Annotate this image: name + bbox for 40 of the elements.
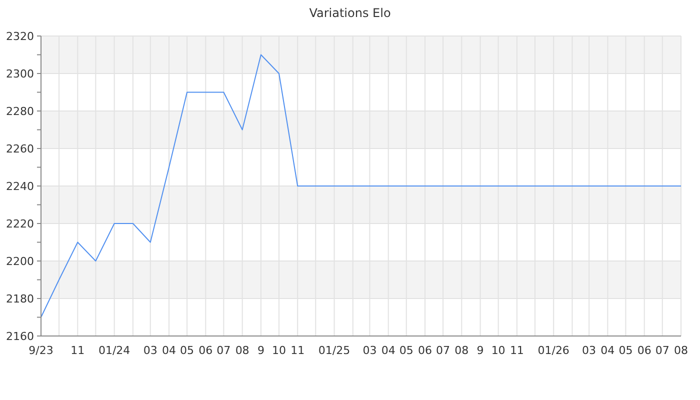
x-tick-label: 05 bbox=[180, 344, 194, 357]
x-tick-label: 01/24 bbox=[98, 344, 130, 357]
x-tick-label: 07 bbox=[216, 344, 231, 357]
x-tick-label: 11 bbox=[290, 344, 305, 357]
x-tick-label: 05 bbox=[618, 344, 633, 357]
x-tick-label: 07 bbox=[655, 344, 670, 357]
x-tick-label: 9 bbox=[257, 344, 264, 357]
x-tick-label: 10 bbox=[491, 344, 506, 357]
x-tick-label: 08 bbox=[454, 344, 469, 357]
x-tick-label: 04 bbox=[381, 344, 396, 357]
y-tick-label: 2300 bbox=[6, 67, 34, 80]
x-tick-label: 06 bbox=[198, 344, 213, 357]
x-tick-label: 9 bbox=[476, 344, 484, 357]
line-series bbox=[40, 54, 682, 318]
x-tick-label: 03 bbox=[362, 344, 377, 357]
x-tick-label: 04 bbox=[600, 344, 615, 357]
x-tick-label: 07 bbox=[436, 344, 450, 357]
x-tick-label: 03 bbox=[582, 344, 596, 357]
y-tick-label: 2160 bbox=[6, 330, 34, 343]
y-tick-label: 2280 bbox=[6, 104, 34, 118]
x-tick-label: 06 bbox=[637, 344, 652, 357]
y-tick-label: 2320 bbox=[6, 30, 34, 43]
x-tick-label: 9/23 bbox=[28, 344, 54, 357]
x-tick-label: 10 bbox=[272, 344, 286, 357]
x-tick-label: 01/25 bbox=[318, 344, 350, 357]
x-tick-label: 11 bbox=[510, 344, 524, 357]
x-tick-label: 03 bbox=[143, 344, 158, 357]
y-tick-label: 2220 bbox=[6, 217, 34, 230]
chart-title: Variations Elo bbox=[309, 6, 391, 20]
x-tick-label: 06 bbox=[418, 344, 432, 357]
x-tick-label: 08 bbox=[235, 344, 250, 357]
x-tick-label: 11 bbox=[70, 344, 85, 357]
x-tick-label: 04 bbox=[162, 344, 176, 357]
y-tick-label: 2240 bbox=[6, 180, 34, 193]
y-tick-label: 2180 bbox=[6, 292, 34, 306]
y-tick-label: 2260 bbox=[6, 142, 34, 156]
y-tick-label: 2200 bbox=[6, 254, 34, 268]
x-tick-label: 01/26 bbox=[538, 344, 570, 357]
x-tick-label: 08 bbox=[674, 344, 688, 357]
x-tick-label: 05 bbox=[399, 344, 414, 357]
